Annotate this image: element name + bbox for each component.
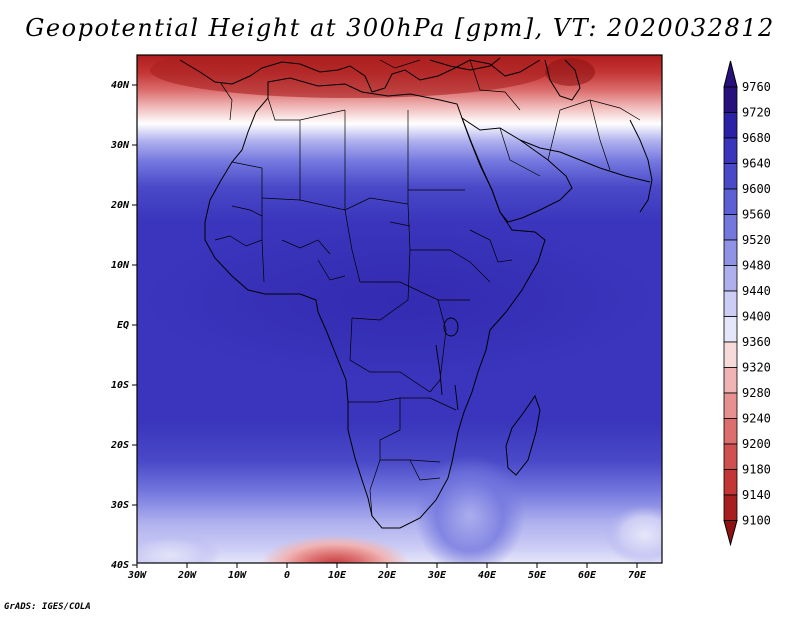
lat-tick-label: 20S [110, 440, 129, 451]
colorbar-label: 9480 [742, 259, 771, 273]
lon-tick-label: 20E [377, 570, 397, 581]
colorbar-label: 9440 [742, 284, 771, 298]
colorbar-label: 9240 [742, 412, 771, 426]
lat-tick-label: 10S [111, 380, 129, 391]
colorbar-label: 9640 [742, 157, 771, 171]
mediterranean-low [150, 55, 550, 98]
lat-tick-label: 30S [110, 500, 129, 511]
lon-tick-label: 70E [628, 570, 647, 581]
lat-tick-label: 30N [110, 140, 130, 151]
colorbar-segment [723, 290, 738, 317]
indian-ocean-trough [605, 505, 662, 563]
colorbar-segment [723, 443, 738, 470]
arabia-coastline [460, 116, 573, 223]
colorbar: 9760 9720 9680 9640 9600 9560 9520 9480 9440 9400… [723, 60, 771, 547]
caspian-coastline [544, 59, 581, 101]
lat-tick-label: EQ [117, 320, 129, 331]
longitude-axis: 30W 20W 10W 0 10E 20E 30E 40E 50E 60E 70E [127, 563, 647, 581]
lon-tick-label: 30W [127, 570, 147, 581]
colorbar-segment [723, 163, 738, 190]
lon-tick-label: 50E [528, 570, 547, 581]
south-atlantic-trough [260, 535, 410, 563]
colorbar-segment [723, 188, 738, 215]
colorbar-segment [723, 112, 738, 139]
colorbar-segment [723, 86, 738, 113]
colorbar-label: 9560 [742, 208, 771, 222]
lon-tick-label: 30E [427, 570, 447, 581]
lat-tick-label: 10N [111, 260, 130, 271]
colorbar-segment [723, 137, 738, 164]
lon-tick-label: 0 [284, 570, 290, 581]
lat-tick-label: 20N [110, 200, 130, 211]
black-sea-coastline [429, 57, 501, 71]
colorbar-label: 9100 [742, 514, 771, 528]
india-coastline [629, 119, 653, 213]
credit-label: GrADS: IGES/COLA [4, 602, 91, 612]
height-field [137, 55, 662, 563]
iran-coastline [519, 139, 651, 183]
country-borders [214, 59, 641, 517]
colorbar-segment [723, 469, 738, 496]
lon-tick-label: 10E [328, 570, 347, 581]
colorbar-label: 9180 [742, 463, 771, 477]
colorbar-label: 9360 [742, 335, 771, 349]
colorbar-segment [723, 418, 738, 445]
lon-tick-label: 60E [578, 570, 597, 581]
colorbar-bottom-arrow [723, 520, 738, 547]
caspian-low [545, 58, 595, 86]
colorbar-label: 9760 [742, 80, 771, 94]
lat-tick-label: 40N [111, 80, 130, 91]
lon-tick-label: 10W [228, 570, 247, 581]
atlantic-trough [137, 533, 220, 563]
southern-ridge [415, 455, 525, 563]
colorbar-segment [723, 341, 738, 368]
lat-tick-label: 40S [111, 560, 129, 571]
colorbar-segment [723, 392, 738, 419]
lon-tick-label: 40E [478, 570, 497, 581]
latitude-axis: 40N 30N 20N 10N EQ 10S 20S 30S 40S [110, 80, 137, 571]
colorbar-segment [723, 316, 738, 343]
colorbar-segment [723, 494, 738, 521]
colorbar-top-arrow [723, 60, 738, 88]
colorbar-label: 9140 [742, 488, 771, 502]
colorbar-label: 9720 [742, 106, 771, 120]
map-title: Geopotential Height at 300hPa [gpm], VT:… [25, 14, 775, 42]
tropical-high [140, 220, 660, 380]
colorbar-label: 9520 [742, 233, 771, 247]
lakes [435, 317, 459, 411]
lon-tick-label: 20W [177, 570, 197, 581]
europe-coastline [179, 59, 541, 93]
coastlines [179, 57, 653, 529]
colorbar-label: 9280 [742, 386, 771, 400]
colorbar-label: 9320 [742, 361, 771, 375]
madagascar-coastline [505, 394, 541, 476]
colorbar-label: 9680 [742, 131, 771, 145]
colorbar-segment [723, 367, 738, 394]
colorbar-segment [723, 265, 738, 292]
colorbar-label: 9400 [742, 310, 771, 324]
colorbar-segment [723, 214, 738, 241]
colorbar-segment [723, 239, 738, 266]
colorbar-label: 9600 [742, 182, 771, 196]
colorbar-label: 9200 [742, 437, 771, 451]
plot-frame [136, 54, 663, 564]
